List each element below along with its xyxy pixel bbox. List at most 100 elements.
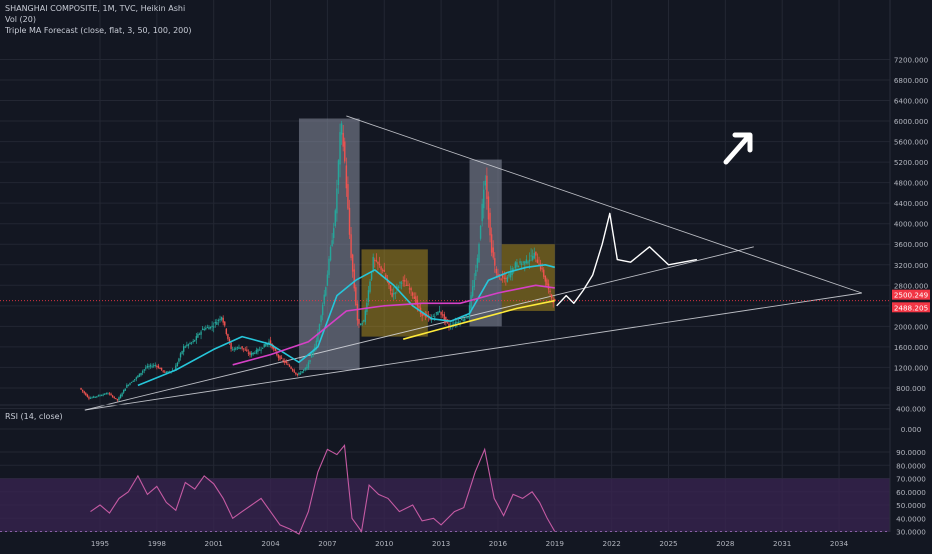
candle-body [261, 347, 264, 349]
candle-body [513, 269, 515, 271]
candle-body [250, 352, 253, 356]
candle-body [279, 356, 281, 360]
up-arrow-icon [723, 132, 753, 165]
rsi-tick-label: 70.0000 [896, 475, 926, 484]
candle-body [282, 360, 284, 362]
candle-body [203, 329, 205, 331]
candle-body [140, 372, 142, 375]
ma-value-label-bg [892, 302, 930, 313]
price-tick-label: 800.000 [896, 384, 926, 393]
candle-body [500, 278, 502, 280]
candle-body [304, 367, 306, 370]
candle-body [288, 364, 291, 367]
candle-body [247, 352, 250, 354]
candle-body [137, 375, 139, 378]
candle-body [306, 366, 308, 369]
candle-body [517, 265, 520, 268]
candle-body [116, 398, 119, 401]
candle-body [372, 256, 374, 272]
candle-body [167, 371, 169, 373]
candle-body [460, 318, 463, 320]
candle-body [383, 269, 385, 272]
candle-body [119, 394, 122, 399]
candle-body [88, 396, 90, 399]
candle-body [467, 317, 469, 319]
candle-body [434, 316, 436, 318]
candle-body [394, 292, 397, 294]
candle-body [290, 366, 292, 369]
candle-body [366, 302, 368, 312]
time-tick-label: 1998 [148, 539, 167, 548]
time-tick-label: 2013 [432, 539, 450, 548]
candle-body [454, 322, 457, 325]
candle-body [522, 261, 524, 263]
candle-body [127, 384, 130, 386]
candle-body [459, 321, 461, 323]
candle-body [445, 316, 447, 322]
current-price-label-bg [892, 289, 930, 300]
candle-body [519, 261, 521, 264]
candle-body [475, 269, 477, 276]
candle-body [505, 277, 507, 280]
candle-body [141, 371, 144, 373]
price-tick-label: 4800.000 [894, 179, 929, 188]
candle-body [265, 344, 267, 347]
price-axis: 7200.000 6800.000 6400.000 6000.000 5600.000… [892, 55, 930, 434]
rsi-tick-label: 60.0000 [896, 488, 926, 497]
trendlines [0, 115, 890, 411]
candle-body [389, 285, 392, 291]
lower-trendline [84, 292, 862, 411]
candle-body [509, 271, 512, 278]
candle-body [462, 319, 464, 321]
candle-body [528, 259, 531, 262]
candle-body [235, 348, 237, 350]
candle-body [388, 281, 390, 285]
candle-body [111, 395, 114, 398]
candle-body [356, 303, 359, 321]
candle-body [195, 336, 198, 341]
candle-body [201, 328, 204, 330]
candle-body [230, 342, 232, 349]
candle-body [129, 383, 131, 385]
candle-body [358, 319, 360, 324]
chart-title: SHANGHAI COMPOSITE, 1M, TVC, Heikin Ashi [5, 4, 186, 13]
candle-body [189, 342, 191, 344]
candle-body [252, 352, 254, 355]
candle-body [85, 392, 87, 396]
candle-body [214, 321, 216, 324]
candle-body [220, 317, 223, 320]
candle-body [211, 325, 213, 328]
price-tick-label: 3200.000 [894, 261, 929, 270]
candle-body [405, 284, 408, 286]
candle-body [339, 132, 341, 165]
candle-body [236, 347, 239, 349]
candle-body [464, 318, 466, 321]
time-tick-label: 2022 [603, 539, 621, 548]
candle-body [151, 366, 153, 368]
rsi-tick-label: 40.0000 [896, 514, 926, 523]
candle-body [113, 396, 115, 398]
time-tick-label: 2001 [205, 539, 223, 548]
candle-body [465, 315, 468, 318]
candle-body [257, 349, 259, 352]
candle-body [104, 393, 106, 395]
candle-body [440, 311, 442, 315]
candle-body [483, 189, 485, 209]
candle-body [219, 319, 221, 321]
candle-body [97, 395, 100, 397]
candle-body [164, 371, 166, 373]
candle-body [536, 259, 539, 263]
candle-body [273, 346, 275, 349]
candle-body [92, 396, 95, 398]
candle-body [397, 286, 400, 289]
candle-body [269, 340, 272, 345]
price-tick-label: 5600.000 [894, 138, 929, 147]
candle-body [205, 327, 207, 330]
candle-body [415, 296, 417, 305]
candle-body [484, 180, 487, 186]
rsi-overbought-oversold-band [0, 478, 890, 532]
candle-body [102, 394, 104, 396]
candle-body [377, 261, 379, 264]
candle-body [378, 263, 381, 266]
